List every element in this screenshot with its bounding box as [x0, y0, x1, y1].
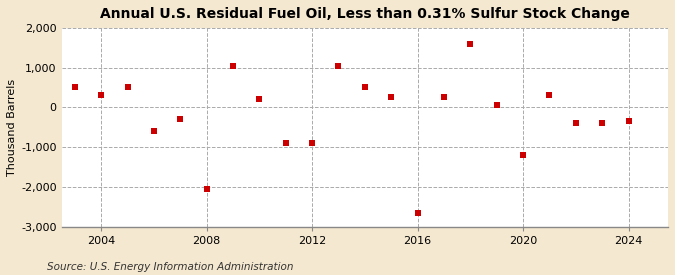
Point — [280, 141, 291, 145]
Point — [412, 211, 423, 215]
Point — [439, 95, 450, 100]
Point — [254, 97, 265, 102]
Point — [122, 85, 133, 90]
Point — [597, 121, 608, 126]
Point — [359, 85, 370, 90]
Point — [570, 121, 581, 126]
Point — [201, 187, 212, 191]
Point — [386, 95, 397, 100]
Point — [623, 119, 634, 123]
Y-axis label: Thousand Barrels: Thousand Barrels — [7, 79, 17, 176]
Point — [333, 63, 344, 68]
Point — [96, 93, 107, 98]
Point — [491, 103, 502, 108]
Point — [227, 63, 238, 68]
Point — [175, 117, 186, 122]
Title: Annual U.S. Residual Fuel Oil, Less than 0.31% Sulfur Stock Change: Annual U.S. Residual Fuel Oil, Less than… — [100, 7, 630, 21]
Point — [306, 141, 317, 145]
Text: Source: U.S. Energy Information Administration: Source: U.S. Energy Information Administ… — [47, 262, 294, 272]
Point — [148, 129, 159, 134]
Point — [465, 42, 476, 46]
Point — [518, 153, 529, 158]
Point — [70, 85, 80, 90]
Point — [544, 93, 555, 98]
